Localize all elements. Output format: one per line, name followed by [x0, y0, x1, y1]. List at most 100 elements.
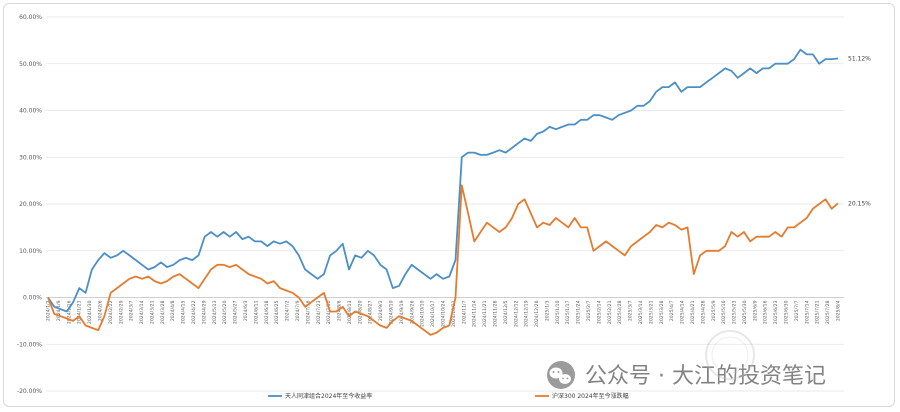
- x-tick-label: 2024/7/2: [285, 300, 291, 321]
- wechat-icon: [547, 361, 575, 389]
- x-tick-label: 2025/6/30: [784, 300, 790, 324]
- x-tick-label: 2024/1/23: [77, 300, 83, 324]
- x-tick-label: 2024/9/26: [409, 300, 415, 324]
- x-tick-label: 2024/11/28: [492, 300, 498, 327]
- x-tick-label: 2025/7/21: [815, 300, 821, 324]
- x-tick-label: 2024/4/29: [201, 300, 207, 324]
- x-tick-label: 2025/1/10: [555, 300, 561, 324]
- x-tick-label: 2025/7/7: [794, 300, 800, 321]
- x-tick-label: 2024/6/11: [253, 300, 259, 324]
- series-lines: [47, 48, 839, 336]
- x-tick-label: 2024/6/18: [264, 300, 270, 324]
- x-tick-label: 2025/8/4: [836, 300, 842, 321]
- x-tick-label: 2024/4/15: [181, 300, 187, 324]
- y-tick-label: 40.00%: [19, 108, 42, 115]
- x-tick-label: 2025/4/28: [700, 300, 706, 324]
- x-tick-label: 2025/4/14: [680, 300, 686, 324]
- x-tick-label: 2025/2/21: [607, 300, 613, 324]
- x-tick-label: 2024/4/8: [170, 300, 176, 321]
- x-tick-label: 2024/5/27: [233, 300, 239, 324]
- x-tick-label: 2025/2/28: [617, 300, 623, 324]
- x-tick-label: 2024/6/3: [243, 300, 249, 321]
- x-tick-label: 2025/6/9: [752, 300, 758, 321]
- x-tick-label: 2024/6/25: [274, 300, 280, 324]
- y-tick-label: 50.00%: [19, 61, 42, 68]
- watermark-text: 公众号 · 大江的投资笔记: [585, 364, 826, 389]
- x-tick-label: 2024/3/28: [160, 300, 166, 324]
- x-tick-label: 2024/5/20: [222, 300, 228, 324]
- series-line-1: [47, 48, 839, 313]
- x-tick-label: 2025/5/30: [742, 300, 748, 324]
- x-tick-label: 2025/5/23: [732, 300, 738, 324]
- y-tick-label: 60.00%: [19, 14, 42, 21]
- y-tick-label: 0.00%: [23, 295, 42, 302]
- x-tick-label: 2024/2/6: [97, 300, 103, 321]
- watermark: 公众号 · 大江的投资笔记: [547, 330, 826, 389]
- x-tick-label: 2024/1/16: [66, 300, 72, 324]
- x-tick-label: 2024/11/14: [472, 300, 478, 327]
- x-tick-label: 2024/12/19: [524, 300, 530, 327]
- x-tick-label: 2024/7/30: [326, 300, 332, 324]
- y-tick-label: -20.00%: [17, 388, 42, 395]
- end-label-2: 20.15%: [848, 200, 871, 207]
- x-tick-label: 2024/12/26: [534, 300, 540, 327]
- x-tick-label: 2024/7/9: [295, 300, 301, 321]
- x-tick-label: 2024/11/7: [461, 300, 467, 324]
- y-tick-label: 10.00%: [19, 248, 42, 255]
- x-tick-label: 2025/7/28: [825, 300, 831, 324]
- x-tick-label: 2024/3/7: [129, 300, 135, 321]
- x-tick-label: 2024/1/9: [56, 300, 62, 321]
- x-tick-label: 2024/8/13: [347, 300, 353, 324]
- x-tick-label: 2024/10/24: [441, 300, 447, 327]
- y-tick-label: 30.00%: [19, 154, 42, 161]
- x-tick-label: 2025/5/9: [711, 300, 717, 321]
- x-tick-label: 2025/6/16: [763, 300, 769, 324]
- x-tick-label: 2025/1/3: [544, 300, 550, 321]
- legend-label-1: 天人同津组合2024年至今收益率: [285, 392, 372, 400]
- x-tick-label: 2024/1/2: [46, 300, 52, 321]
- x-tick-label: 2024/9/19: [399, 300, 405, 324]
- x-tick-label: 2024/3/21: [149, 300, 155, 324]
- x-tick-label: 2025/3/28: [659, 300, 665, 324]
- y-tick-label: -10.00%: [17, 341, 42, 348]
- x-tick-label: 2024/7/23: [316, 300, 322, 324]
- x-tick-label: 2024/9/10: [389, 300, 395, 324]
- x-axis-ticks: 2024/1/2 2024/1/9 2024/1/16 2024/1/23 2024/1…: [46, 300, 842, 327]
- x-tick-label: 2025/2/14: [596, 300, 602, 324]
- x-tick-label: 2024/3/14: [139, 300, 145, 324]
- x-tick-label: 2024/10/10: [420, 300, 426, 327]
- x-tick-label: 2024/10/17: [430, 300, 436, 327]
- x-tick-label: 2025/4/7: [669, 300, 675, 321]
- x-tick-label: 2025/1/17: [565, 300, 571, 324]
- x-tick-label: 2024/8/6: [337, 300, 343, 321]
- series-line-2: [47, 184, 839, 336]
- x-tick-label: 2025/3/14: [638, 300, 644, 324]
- x-tick-label: 2024/9/3: [378, 300, 384, 321]
- x-tick-label: 2024/12/5: [503, 300, 509, 324]
- x-tick-label: 2025/3/7: [628, 300, 634, 321]
- x-tick-label: 2024/12/12: [513, 300, 519, 327]
- x-tick-label: 2024/4/22: [191, 300, 197, 324]
- legend-label-2: 沪深300 2024年至今涨跌幅: [552, 392, 629, 400]
- x-tick-label: 2024/7/16: [305, 300, 311, 324]
- x-tick-label: 2025/6/23: [773, 300, 779, 324]
- y-tick-label: 20.00%: [19, 201, 42, 208]
- x-tick-label: 2025/5/16: [721, 300, 727, 324]
- x-tick-label: 2025/7/14: [804, 300, 810, 324]
- x-tick-label: 2025/3/21: [648, 300, 654, 324]
- x-tick-label: 2024/11/21: [482, 300, 488, 327]
- gridlines: [46, 16, 844, 392]
- x-tick-label: 2024/10/31: [451, 300, 457, 327]
- x-tick-label: 2024/5/13: [212, 300, 218, 324]
- y-axis-ticks: 60.00% 50.00% 40.00% 30.00% 20.00% 10.00% 0.00…: [17, 14, 42, 395]
- end-label-1: 51.12%: [848, 56, 871, 63]
- x-tick-label: 2025/4/21: [690, 300, 696, 324]
- x-tick-label: 2024/8/27: [368, 300, 374, 324]
- x-tick-label: 2024/2/29: [118, 300, 124, 324]
- x-tick-label: 2024/1/30: [87, 300, 93, 324]
- legend: 天人同津组合2024年至今收益率 沪深300 2024年至今涨跌幅: [268, 392, 629, 400]
- x-tick-label: 2025/2/7: [586, 300, 592, 321]
- seal-icon: [705, 330, 755, 380]
- x-tick-label: 2025/1/24: [576, 300, 582, 324]
